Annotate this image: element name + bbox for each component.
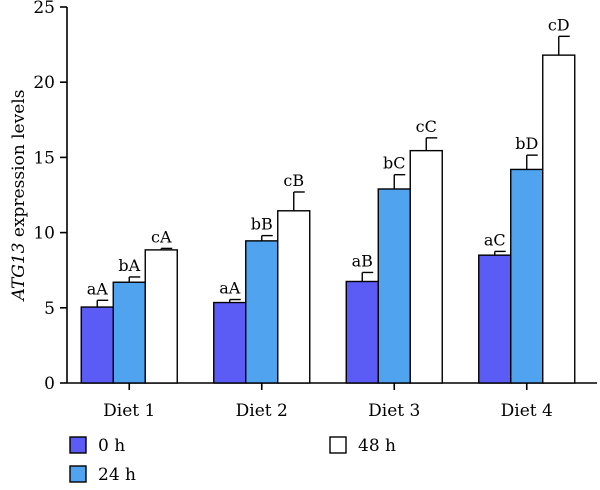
y-axis-title-gene: ATG13	[9, 243, 29, 303]
y-axis-title-rest: expression levels	[9, 90, 29, 243]
bar	[277, 210, 311, 384]
data-label: cD	[548, 15, 570, 34]
data-label: bB	[251, 215, 273, 234]
data-label: bA	[118, 256, 140, 275]
legend-swatch	[69, 465, 87, 483]
y-tick-label: 5	[44, 299, 55, 319]
bar	[345, 280, 379, 384]
legend: 0 h 24 h 48 h	[69, 436, 396, 485]
x-tick-label: Diet 4	[501, 401, 553, 421]
bar	[478, 254, 512, 384]
y-ticks: 0 5 10 15 20 25	[33, 0, 67, 394]
data-label: aA	[87, 279, 109, 298]
y-tick-label: 25	[33, 0, 55, 18]
bar	[144, 249, 178, 384]
y-tick-label: 0	[44, 374, 55, 394]
y-tick-label: 10	[33, 224, 55, 244]
bar	[542, 54, 576, 384]
bar	[377, 188, 411, 384]
bars: aA bA cA aA bB cB aB bC cC aC bD cD	[80, 15, 576, 384]
legend-swatch	[69, 436, 87, 454]
data-label: aC	[484, 230, 506, 249]
bar	[80, 306, 114, 384]
bar	[112, 281, 146, 384]
x-tick-label: Diet 1	[103, 401, 155, 421]
x-ticks: Diet 1 Diet 2 Diet 3 Diet 4	[103, 383, 553, 421]
x-tick-label: Diet 2	[236, 401, 288, 421]
bar	[213, 301, 247, 384]
data-label: cC	[416, 117, 437, 136]
bar	[245, 240, 279, 384]
data-label: bD	[515, 134, 538, 153]
bar	[409, 149, 443, 384]
y-axis-title: ATG13 expression levels	[9, 90, 29, 303]
data-label: cA	[151, 227, 172, 246]
x-tick-label: Diet 3	[368, 401, 420, 421]
legend-label: 24 h	[98, 465, 136, 485]
y-tick-label: 15	[33, 148, 55, 168]
data-label: cB	[283, 171, 304, 190]
bar	[510, 168, 544, 384]
data-label: aB	[352, 251, 373, 270]
data-label: aA	[219, 279, 241, 298]
legend-label: 0 h	[98, 436, 125, 456]
data-label: bC	[383, 154, 405, 173]
y-tick-label: 20	[33, 73, 55, 93]
legend-swatch	[329, 436, 347, 454]
legend-label: 48 h	[358, 436, 396, 456]
